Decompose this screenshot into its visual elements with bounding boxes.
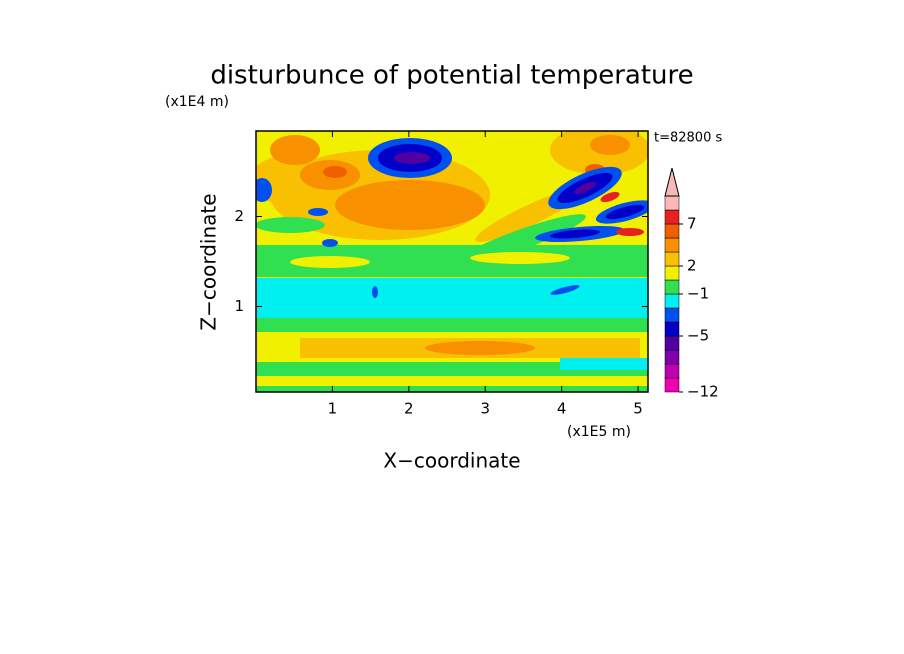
y-tick-label: 2 <box>234 207 244 225</box>
contour-region <box>394 152 430 164</box>
contour-region <box>600 191 620 203</box>
contour-region <box>560 358 648 370</box>
contour-region <box>605 204 645 220</box>
y-axis-label: Z−coordinate <box>197 193 221 330</box>
contour-region <box>550 229 600 239</box>
contour-field <box>256 131 648 392</box>
x-tick-label: 3 <box>480 400 490 418</box>
colorbar-swatch <box>664 349 680 365</box>
colorbar-swatch <box>664 293 680 309</box>
x-tick-label: 1 <box>328 400 338 418</box>
contour-region <box>256 386 648 392</box>
colorbar-extend <box>664 167 680 197</box>
colorbar-swatch <box>664 335 680 351</box>
colorbar-swatch <box>664 265 680 281</box>
colorbar-swatch <box>664 209 680 225</box>
contour-region <box>256 376 648 388</box>
contour-region <box>425 341 535 355</box>
contour-region <box>256 318 648 332</box>
contour-region <box>335 180 485 230</box>
x-tick-label: 4 <box>557 400 567 418</box>
colorbar-swatch <box>664 223 680 239</box>
contour-region <box>573 181 597 195</box>
contour-region <box>322 239 338 247</box>
contour-region <box>256 178 272 202</box>
x-tick-label: 5 <box>633 400 643 418</box>
contour-region <box>372 286 378 298</box>
colorbar-swatch <box>664 307 680 323</box>
x-axis-label: X−coordinate <box>383 449 520 473</box>
contour-region <box>270 135 320 165</box>
colorbar-swatch <box>664 363 680 379</box>
contour-region <box>590 135 630 155</box>
y-unit: (x1E4 m) <box>165 94 229 110</box>
plot-frame <box>255 130 649 393</box>
contour-region <box>470 252 570 264</box>
contour-region <box>308 208 328 216</box>
contour-region <box>616 228 644 236</box>
contour-region <box>323 166 347 178</box>
contour-region <box>256 362 648 376</box>
colorbar-tick-label: −5 <box>687 327 709 345</box>
colorbar-swatch <box>664 237 680 253</box>
colorbar-swatch <box>664 321 680 337</box>
chart-title: disturbunce of potential temperature <box>210 61 693 91</box>
colorbar-swatch <box>664 195 680 211</box>
colorbar-tick-label: 2 <box>687 257 697 275</box>
colorbar-tick-label: −12 <box>687 383 719 401</box>
annotation: t=82800 s <box>654 131 722 146</box>
contour-region <box>550 285 580 295</box>
contour-region <box>256 217 325 233</box>
y-tick-label: 1 <box>234 297 244 315</box>
colorbar-swatch <box>664 377 680 393</box>
x-tick-label: 2 <box>404 400 414 418</box>
colorbar-tick-label: 7 <box>687 215 697 233</box>
x-unit: (x1E5 m) <box>567 424 631 440</box>
colorbar-swatch <box>664 251 680 267</box>
contour-region <box>290 256 370 268</box>
colorbar-swatch <box>664 279 680 295</box>
colorbar-tick-label: −1 <box>687 285 709 303</box>
